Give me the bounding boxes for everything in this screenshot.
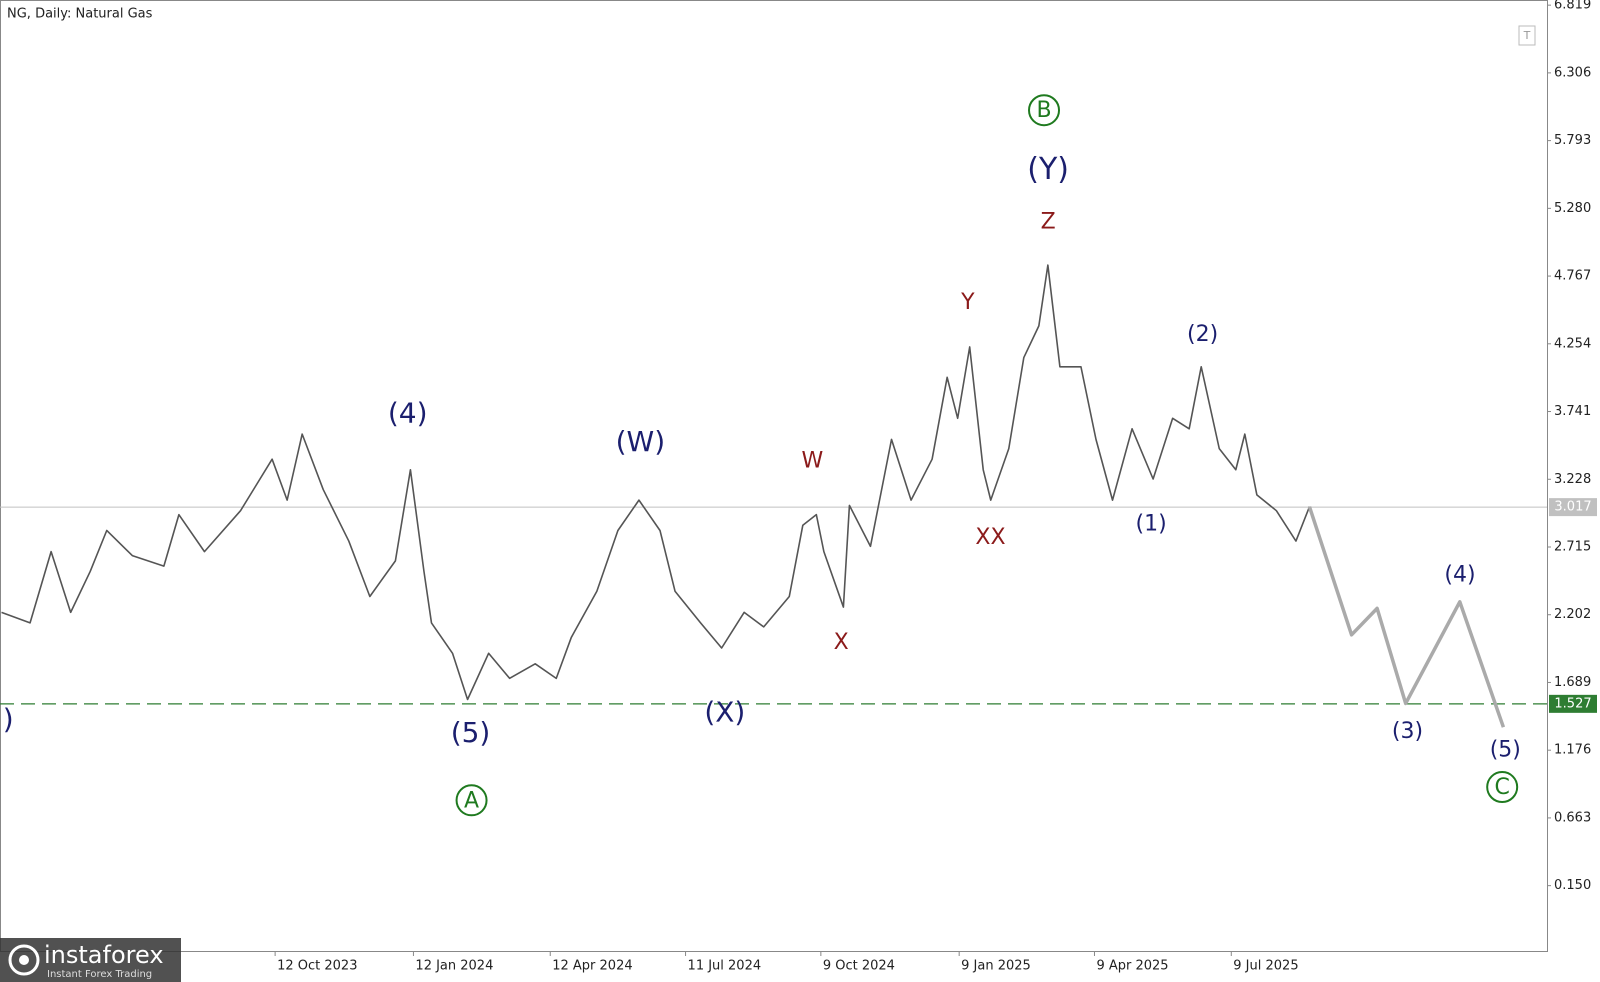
y-tick-label: 1.176 [1554, 743, 1591, 758]
x-tick-label: 9 Jul 2025 [1233, 959, 1298, 974]
wave-label: X [834, 630, 849, 655]
x-tick-label: 9 Oct 2024 [823, 959, 895, 974]
wave-label: (W) [616, 425, 666, 458]
y-tick-label: 6.306 [1554, 65, 1591, 80]
y-tick-label: 2.715 [1554, 539, 1591, 554]
wave-circle [455, 784, 488, 817]
wave-label: XX [975, 525, 1005, 550]
x-tick-label: 9 Apr 2025 [1096, 959, 1168, 974]
price-line [1, 264, 1311, 701]
wave-label: C [1495, 775, 1510, 800]
wave-label: (1) [1136, 512, 1167, 537]
y-tick-label: 3.228 [1554, 472, 1591, 487]
chart-title: NG, Daily: Natural Gas [7, 7, 153, 22]
wave-circle [1028, 94, 1061, 127]
wave-label: (3) [1392, 719, 1423, 744]
y-tick-label: 4.767 [1554, 269, 1591, 284]
forecast-line [1307, 506, 1506, 728]
brand-name: instaforex [44, 941, 164, 969]
wave-label: (X) [704, 696, 745, 729]
y-tick-label: 3.741 [1554, 404, 1591, 419]
price-level-box [1549, 498, 1597, 517]
wave-label: (4) [1444, 563, 1475, 588]
y-tick-label: 6.819 [1554, 0, 1591, 13]
wave-label: Z [1041, 210, 1056, 235]
wave-circle [1486, 771, 1519, 804]
x-tick-label: 12 Oct 2023 [277, 959, 357, 974]
brand-tagline: Instant Forex Trading [47, 969, 152, 980]
y-tick-label: 5.793 [1554, 133, 1591, 148]
svg-text:T: T [1523, 29, 1531, 42]
wave-label: ) [3, 703, 14, 736]
wave-label: (Y) [1027, 152, 1069, 187]
x-tick-label: 12 Jan 2024 [415, 959, 493, 974]
wave-label: (2) [1187, 322, 1218, 347]
y-tick-label: 1.689 [1554, 675, 1591, 690]
x-tick-label: 11 Jul 2024 [688, 959, 762, 974]
y-tick-label: 0.663 [1554, 810, 1591, 825]
wave-label: (5) [1490, 737, 1521, 762]
toolbar-icon[interactable]: T [1518, 25, 1536, 46]
price-level-label: 3.017 [1554, 500, 1591, 515]
x-tick-label: 12 Apr 2024 [552, 959, 632, 974]
wave-label: (5) [451, 716, 491, 749]
wave-label: W [801, 448, 823, 473]
wave-label: (4) [388, 396, 428, 429]
y-tick-label: 2.202 [1554, 607, 1591, 622]
wave-label: B [1036, 98, 1051, 123]
logo: instaforex Instant Forex Trading [0, 938, 181, 982]
y-tick-label: 0.150 [1554, 878, 1591, 893]
x-tick-label: 9 Jan 2025 [961, 959, 1031, 974]
price-level-label: 1.527 [1554, 696, 1591, 711]
y-tick-label: 4.254 [1554, 336, 1591, 351]
y-tick-label: 5.280 [1554, 201, 1591, 216]
price-level-box [1549, 694, 1597, 713]
wave-label: A [464, 788, 479, 813]
plot-frame [0, 0, 1548, 952]
wave-label: Y [960, 290, 975, 315]
